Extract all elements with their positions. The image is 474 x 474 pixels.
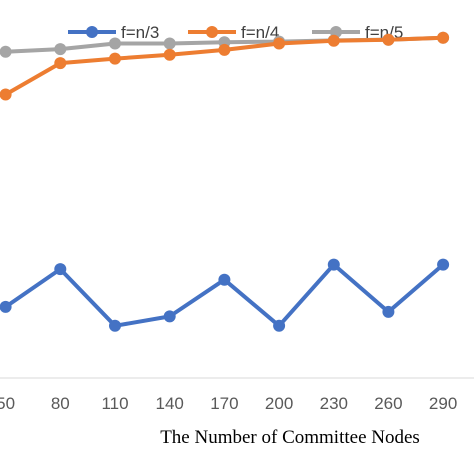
series-0 bbox=[0, 258, 450, 332]
data-point-0-3 bbox=[163, 310, 176, 323]
data-point-1-0 bbox=[0, 88, 12, 101]
data-point-1-6 bbox=[327, 34, 340, 47]
x-tick-label: 290 bbox=[429, 394, 457, 413]
x-tick-label: 110 bbox=[101, 394, 128, 413]
data-point-1-7 bbox=[382, 33, 395, 46]
legend-label-1: f=n/4 bbox=[241, 23, 279, 42]
data-point-2-2 bbox=[109, 37, 121, 50]
legend-marker-1 bbox=[206, 26, 218, 38]
plot-area bbox=[0, 31, 450, 332]
legend-entry-0: f=n/3 bbox=[68, 23, 159, 42]
data-point-1-2 bbox=[109, 52, 121, 65]
x-tick-labels: 50 80 110 140 170 200 230 260 290 bbox=[0, 394, 457, 413]
x-tick-label: 80 bbox=[51, 394, 70, 413]
data-point-0-7 bbox=[382, 305, 395, 318]
legend-marker-0 bbox=[86, 26, 98, 38]
data-point-0-0 bbox=[0, 300, 12, 313]
x-tick-label: 140 bbox=[156, 394, 184, 413]
data-point-2-0 bbox=[0, 45, 12, 58]
data-point-0-4 bbox=[218, 273, 231, 286]
data-point-0-2 bbox=[109, 319, 121, 332]
data-point-1-1 bbox=[54, 57, 67, 70]
data-point-1-4 bbox=[218, 43, 231, 56]
data-point-0-5 bbox=[273, 319, 286, 332]
series-1 bbox=[0, 31, 450, 101]
x-tick-label: 170 bbox=[210, 394, 238, 413]
legend-entry-1: f=n/4 bbox=[188, 23, 279, 42]
x-axis-title: The Number of Committee Nodes bbox=[160, 427, 420, 448]
x-tick-label: 50 bbox=[0, 394, 15, 413]
data-point-0-1 bbox=[54, 263, 67, 276]
data-point-0-6 bbox=[327, 258, 340, 271]
legend-label-0: f=n/3 bbox=[121, 23, 159, 42]
x-tick-label: 200 bbox=[265, 394, 293, 413]
data-point-2-3 bbox=[163, 37, 176, 50]
data-point-1-5 bbox=[273, 37, 286, 50]
x-tick-label: 230 bbox=[320, 394, 348, 413]
x-tick-label: 260 bbox=[374, 394, 402, 413]
data-point-1-3 bbox=[163, 48, 176, 61]
data-point-0-8 bbox=[437, 258, 450, 271]
data-point-1-8 bbox=[437, 31, 450, 44]
data-point-2-1 bbox=[54, 43, 67, 56]
